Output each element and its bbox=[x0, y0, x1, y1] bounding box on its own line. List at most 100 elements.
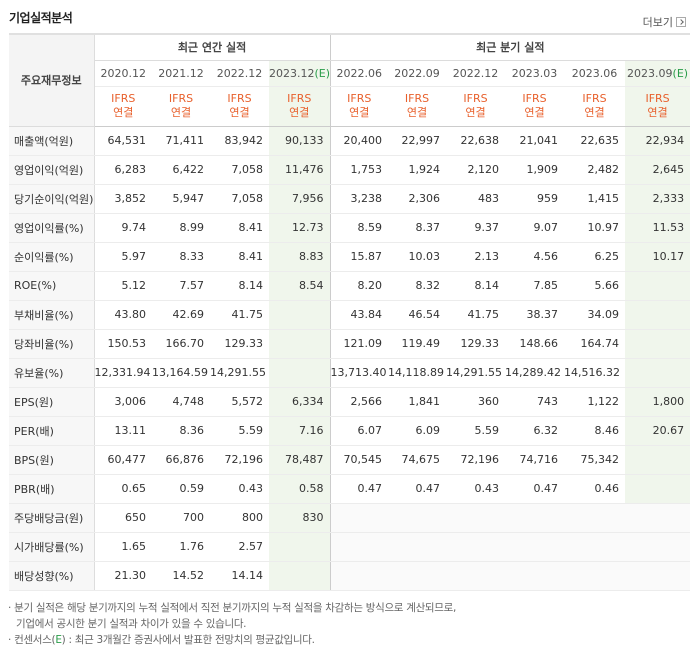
table-cell bbox=[625, 445, 691, 475]
table-cell: 9.74 bbox=[94, 212, 152, 243]
table-cell: 2.57 bbox=[210, 532, 269, 562]
table-cell bbox=[625, 502, 691, 533]
footnotes: · 분기 실적은 해당 분기까지의 누적 실적에서 직전 분기까지의 누적 실적… bbox=[8, 600, 456, 648]
table-cell bbox=[625, 561, 691, 591]
table-cell: 0.65 bbox=[94, 474, 152, 504]
table-cell: 8.41 bbox=[210, 212, 269, 243]
period-header: 2022.12 bbox=[210, 60, 269, 87]
table-cell: 3,852 bbox=[94, 184, 152, 214]
ifrs-basis-header: IFRS 연결 bbox=[625, 86, 691, 127]
table-cell: 42.69 bbox=[152, 299, 210, 330]
table-cell: 10.03 bbox=[388, 242, 447, 272]
table-cell: 13,164.59 bbox=[152, 358, 210, 388]
footnote-1: · 분기 실적은 해당 분기까지의 누적 실적에서 직전 분기까지의 누적 실적… bbox=[8, 602, 457, 614]
period-header: 2023.06 bbox=[564, 60, 626, 87]
table-cell: 4.56 bbox=[505, 242, 565, 272]
table-cell bbox=[505, 561, 565, 591]
row-label: ROE(%) bbox=[9, 271, 95, 301]
table-cell: 1,753 bbox=[329, 155, 389, 185]
table-cell: 6.09 bbox=[388, 416, 447, 446]
table-cell: 8.54 bbox=[269, 271, 331, 301]
period-header: 2023.09(E) bbox=[625, 60, 691, 87]
table-cell: 71,411 bbox=[152, 126, 210, 156]
table-cell: 7.16 bbox=[269, 416, 331, 446]
row-label: 부채비율(%) bbox=[9, 299, 95, 330]
table-cell: 6.07 bbox=[329, 416, 389, 446]
table-cell bbox=[329, 561, 389, 591]
table-cell bbox=[625, 299, 691, 330]
period-header: 2023.12(E) bbox=[269, 60, 330, 87]
row-label: 매출액(억원) bbox=[9, 126, 95, 156]
table-cell: 74,716 bbox=[505, 445, 565, 475]
row-label: 당좌비율(%) bbox=[9, 329, 95, 359]
table-cell: 12,331.94 bbox=[94, 358, 152, 388]
table-cell: 800 bbox=[210, 502, 269, 533]
table-cell bbox=[446, 532, 506, 562]
table-cell: 3,006 bbox=[94, 386, 152, 417]
table-cell: 8.32 bbox=[388, 271, 447, 301]
table-cell: 14,289.42 bbox=[505, 358, 565, 388]
table-row: 영업이익(억원) 6,283 6,422 7,058 11,476 1,753 1,924 2… bbox=[9, 155, 691, 185]
table-cell: 8.14 bbox=[446, 271, 506, 301]
table-cell: 7,956 bbox=[269, 184, 331, 214]
row-label: 배당성향(%) bbox=[9, 561, 95, 591]
table-row: PBR(배) 0.65 0.59 0.43 0.58 0.47 0.47 0.43 0.47 0.… bbox=[9, 474, 691, 504]
table-cell: 0.47 bbox=[505, 474, 565, 504]
table-cell bbox=[388, 561, 447, 591]
more-link[interactable]: 더보기 bbox=[643, 14, 686, 30]
table-cell: 22,635 bbox=[564, 126, 626, 156]
table-cell: 43.80 bbox=[94, 299, 152, 330]
ifrs-basis-header: IFRS 연결 bbox=[94, 86, 152, 127]
table-cell: 78,487 bbox=[269, 445, 331, 475]
ifrs-basis-header: IFRS 연결 bbox=[505, 86, 565, 127]
table-cell: 166.70 bbox=[152, 329, 210, 359]
table-row: 당기순이익(억원) 3,852 5,947 7,058 7,956 3,238 2,306 4… bbox=[9, 184, 691, 214]
table-cell: 0.58 bbox=[269, 474, 331, 504]
table-cell: 38.37 bbox=[505, 299, 565, 330]
table-cell: 5.59 bbox=[446, 416, 506, 446]
table-cell: 46.54 bbox=[388, 299, 447, 330]
table-cell: 8.59 bbox=[329, 212, 389, 243]
table-row: ROE(%) 5.12 7.57 8.14 8.54 8.20 8.32 8.14 7.85 5.… bbox=[9, 271, 691, 301]
table-cell: 41.75 bbox=[210, 299, 269, 330]
row-label: 유보율(%) bbox=[9, 358, 95, 388]
table-cell: 119.49 bbox=[388, 329, 447, 359]
table-cell: 72,196 bbox=[446, 445, 506, 475]
row-label: PBR(배) bbox=[9, 474, 95, 504]
table-cell: 10.17 bbox=[625, 242, 691, 272]
table-cell: 6,334 bbox=[269, 386, 331, 417]
table-cell: 0.59 bbox=[152, 474, 210, 504]
row-label: 영업이익률(%) bbox=[9, 212, 95, 243]
table-row: 유보율(%) 12,331.94 13,164.59 14,291.55 13,713.… bbox=[9, 358, 691, 388]
table-cell bbox=[446, 502, 506, 533]
table-cell: 75,342 bbox=[564, 445, 626, 475]
table-cell: 6.32 bbox=[505, 416, 565, 446]
table-cell bbox=[564, 561, 626, 591]
table-cell: 34.09 bbox=[564, 299, 626, 330]
footnote-2: · 컨센서스(E) : 최근 3개월간 증권사에서 발표한 전망치의 평균값입니… bbox=[8, 634, 315, 646]
table-cell: 70,545 bbox=[329, 445, 389, 475]
table-cell bbox=[388, 502, 447, 533]
table-cell bbox=[625, 532, 691, 562]
table-cell: 8.20 bbox=[329, 271, 389, 301]
table-cell: 360 bbox=[446, 386, 506, 417]
table-corner-label: 주요재무정보 bbox=[9, 34, 95, 127]
row-label: EPS(원) bbox=[9, 386, 95, 417]
table-cell: 43.84 bbox=[329, 299, 389, 330]
table-cell: 14.52 bbox=[152, 561, 210, 591]
table-cell bbox=[505, 532, 565, 562]
table-cell: 5.97 bbox=[94, 242, 152, 272]
chevron-right-icon bbox=[676, 17, 686, 27]
table-cell: 6,422 bbox=[152, 155, 210, 185]
table-cell bbox=[564, 502, 626, 533]
table-cell: 14.14 bbox=[210, 561, 269, 591]
table-cell: 1,122 bbox=[564, 386, 626, 417]
row-label: 시가배당률(%) bbox=[9, 532, 95, 562]
table-cell: 20,400 bbox=[329, 126, 389, 156]
table-cell: 0.43 bbox=[210, 474, 269, 504]
table-cell: 6,283 bbox=[94, 155, 152, 185]
table-cell bbox=[625, 271, 691, 301]
table-cell bbox=[625, 474, 691, 504]
table-cell: 150.53 bbox=[94, 329, 152, 359]
table-cell bbox=[269, 532, 331, 562]
